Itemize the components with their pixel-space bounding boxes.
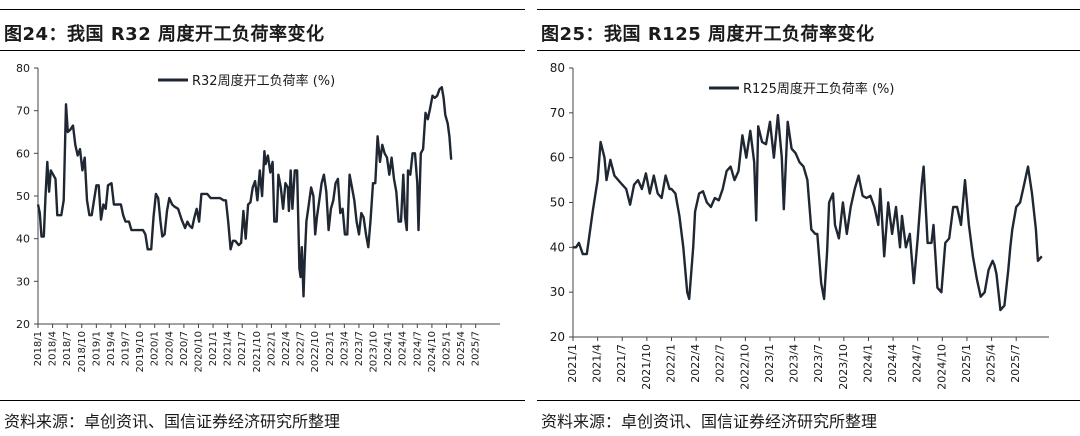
y-tick-label: 80 bbox=[16, 62, 30, 75]
legend: R32周度开工负荷率 (%) bbox=[158, 73, 335, 89]
chart-panel-right: 图25：我国 R125 周度开工负荷率变化 20 30 40 50 60 70 80 2021… bbox=[537, 0, 1080, 436]
y-tick-label: 70 bbox=[16, 105, 30, 118]
y-tick-label: 20 bbox=[550, 330, 565, 344]
x-tick-label: 2021/7 bbox=[237, 331, 248, 366]
bottom-rule bbox=[0, 400, 525, 401]
y-tick-label: 60 bbox=[16, 147, 30, 160]
x-tick-label: 2023/4 bbox=[788, 344, 801, 383]
y-tick-label: 30 bbox=[16, 275, 30, 288]
x-tick-label: 2023/1 bbox=[763, 344, 776, 383]
x-tick-label: 2022/4 bbox=[689, 344, 702, 383]
x-tick-label: 2022/7 bbox=[296, 331, 307, 366]
x-tick-label: 2018/1 bbox=[33, 331, 44, 366]
x-tick-label: 2022/1 bbox=[664, 344, 677, 383]
x-tick-label: 2019/1 bbox=[91, 331, 102, 366]
y-tick-label: 50 bbox=[16, 190, 30, 203]
y-tick-label: 50 bbox=[550, 196, 565, 210]
top-rule bbox=[0, 9, 525, 10]
x-tick-label: 2018/4 bbox=[48, 331, 59, 366]
x-tick-label: 2021/4 bbox=[223, 331, 234, 366]
x-tick-label: 2022/10 bbox=[738, 344, 751, 390]
y-tick-label: 80 bbox=[550, 61, 565, 75]
x-tick-label: 2025/4 bbox=[456, 331, 467, 366]
source-note: 资料来源：卓创资讯、国信证券经济研究所整理 bbox=[4, 412, 341, 431]
x-tick-label: 2023/7 bbox=[354, 331, 365, 366]
legend-label: R32周度开工负荷率 (%) bbox=[192, 73, 335, 89]
legend: R125周度开工负荷率 (%) bbox=[709, 81, 894, 97]
figure-title: 图25：我国 R125 周度开工负荷率变化 bbox=[541, 24, 875, 45]
x-tick-label: 2024/1 bbox=[861, 344, 874, 383]
x-tick-label: 2021/4 bbox=[591, 344, 604, 383]
x-tick-label: 2024/7 bbox=[911, 344, 924, 383]
x-tick-label: 2025/1 bbox=[960, 344, 973, 383]
axes: 20 30 40 50 60 70 80 2021/1 2021/4 2021/7 2021/10 2… bbox=[550, 61, 1049, 390]
x-tick-label: 2021/1 bbox=[566, 344, 579, 383]
x-tick-label: 2022/7 bbox=[714, 344, 727, 383]
x-tick-label: 2023/10 bbox=[837, 344, 850, 390]
x-tick-label: 2020/1 bbox=[150, 331, 161, 366]
x-tick-label: 2020/7 bbox=[179, 331, 190, 366]
y-tick-label: 20 bbox=[16, 318, 30, 331]
y-tick-label: 40 bbox=[16, 233, 30, 246]
x-tick-label: 2019/7 bbox=[121, 331, 132, 366]
x-tick-label: 2020/10 bbox=[193, 331, 204, 373]
x-tick-label: 2023/10 bbox=[369, 331, 380, 373]
title-rule bbox=[0, 50, 525, 51]
y-tick-label: 60 bbox=[550, 151, 565, 165]
x-tick-label: 2023/4 bbox=[339, 331, 350, 366]
x-tick-label: 2022/10 bbox=[310, 331, 321, 373]
x-tick-label: 2024/7 bbox=[412, 331, 423, 366]
x-tick-label: 2021/7 bbox=[615, 344, 628, 383]
x-tick-label: 2024/1 bbox=[383, 331, 394, 366]
y-tick-label: 70 bbox=[550, 106, 565, 120]
x-tick-label: 2024/4 bbox=[398, 331, 409, 366]
legend-label: R125周度开工负荷率 (%) bbox=[743, 81, 894, 97]
x-tick-label: 2023/7 bbox=[812, 344, 825, 383]
x-tick-label: 2023/1 bbox=[325, 331, 336, 366]
x-tick-label: 2021/10 bbox=[640, 344, 653, 390]
bottom-rule bbox=[537, 400, 1080, 401]
x-tick-label: 2022/1 bbox=[266, 331, 277, 366]
x-tick-label: 2025/7 bbox=[471, 331, 482, 366]
x-tick-label: 2018/10 bbox=[77, 331, 88, 373]
x-tick-label: 2022/4 bbox=[281, 331, 292, 366]
x-tick-label: 2018/7 bbox=[62, 331, 73, 366]
series-line bbox=[36, 86, 453, 298]
title-rule bbox=[537, 50, 1080, 51]
x-tick-label: 2020/4 bbox=[164, 331, 175, 366]
chart-panel-left: 图24：我国 R32 周度开工负荷率变化 20 30 40 50 60 70 80 2018/… bbox=[0, 0, 525, 436]
top-rule bbox=[537, 9, 1080, 10]
x-tick-label: 2025/4 bbox=[985, 344, 998, 383]
x-tick-label: 2024/4 bbox=[886, 344, 899, 383]
source-note: 资料来源：卓创资讯、国信证券经济研究所整理 bbox=[541, 412, 878, 431]
x-tick-label: 2025/1 bbox=[441, 331, 452, 366]
r125-line-chart: 20 30 40 50 60 70 80 2021/1 2021/4 2021/7 2021/10 2… bbox=[550, 61, 1049, 390]
x-tick-label: 2025/7 bbox=[1009, 344, 1022, 383]
x-tick-label: 2019/4 bbox=[106, 331, 117, 366]
x-tick-label: 2024/10 bbox=[427, 331, 438, 373]
x-tick-label: 2021/1 bbox=[208, 331, 219, 366]
series-line bbox=[573, 113, 1043, 312]
figure-title: 图24：我国 R32 周度开工负荷率变化 bbox=[4, 24, 325, 45]
x-tick-label: 2019/10 bbox=[135, 331, 146, 373]
y-tick-label: 30 bbox=[550, 285, 565, 299]
y-tick-label: 40 bbox=[550, 240, 565, 254]
x-tick-label: 2021/10 bbox=[252, 331, 263, 373]
x-tick-label: 2024/10 bbox=[935, 344, 948, 390]
